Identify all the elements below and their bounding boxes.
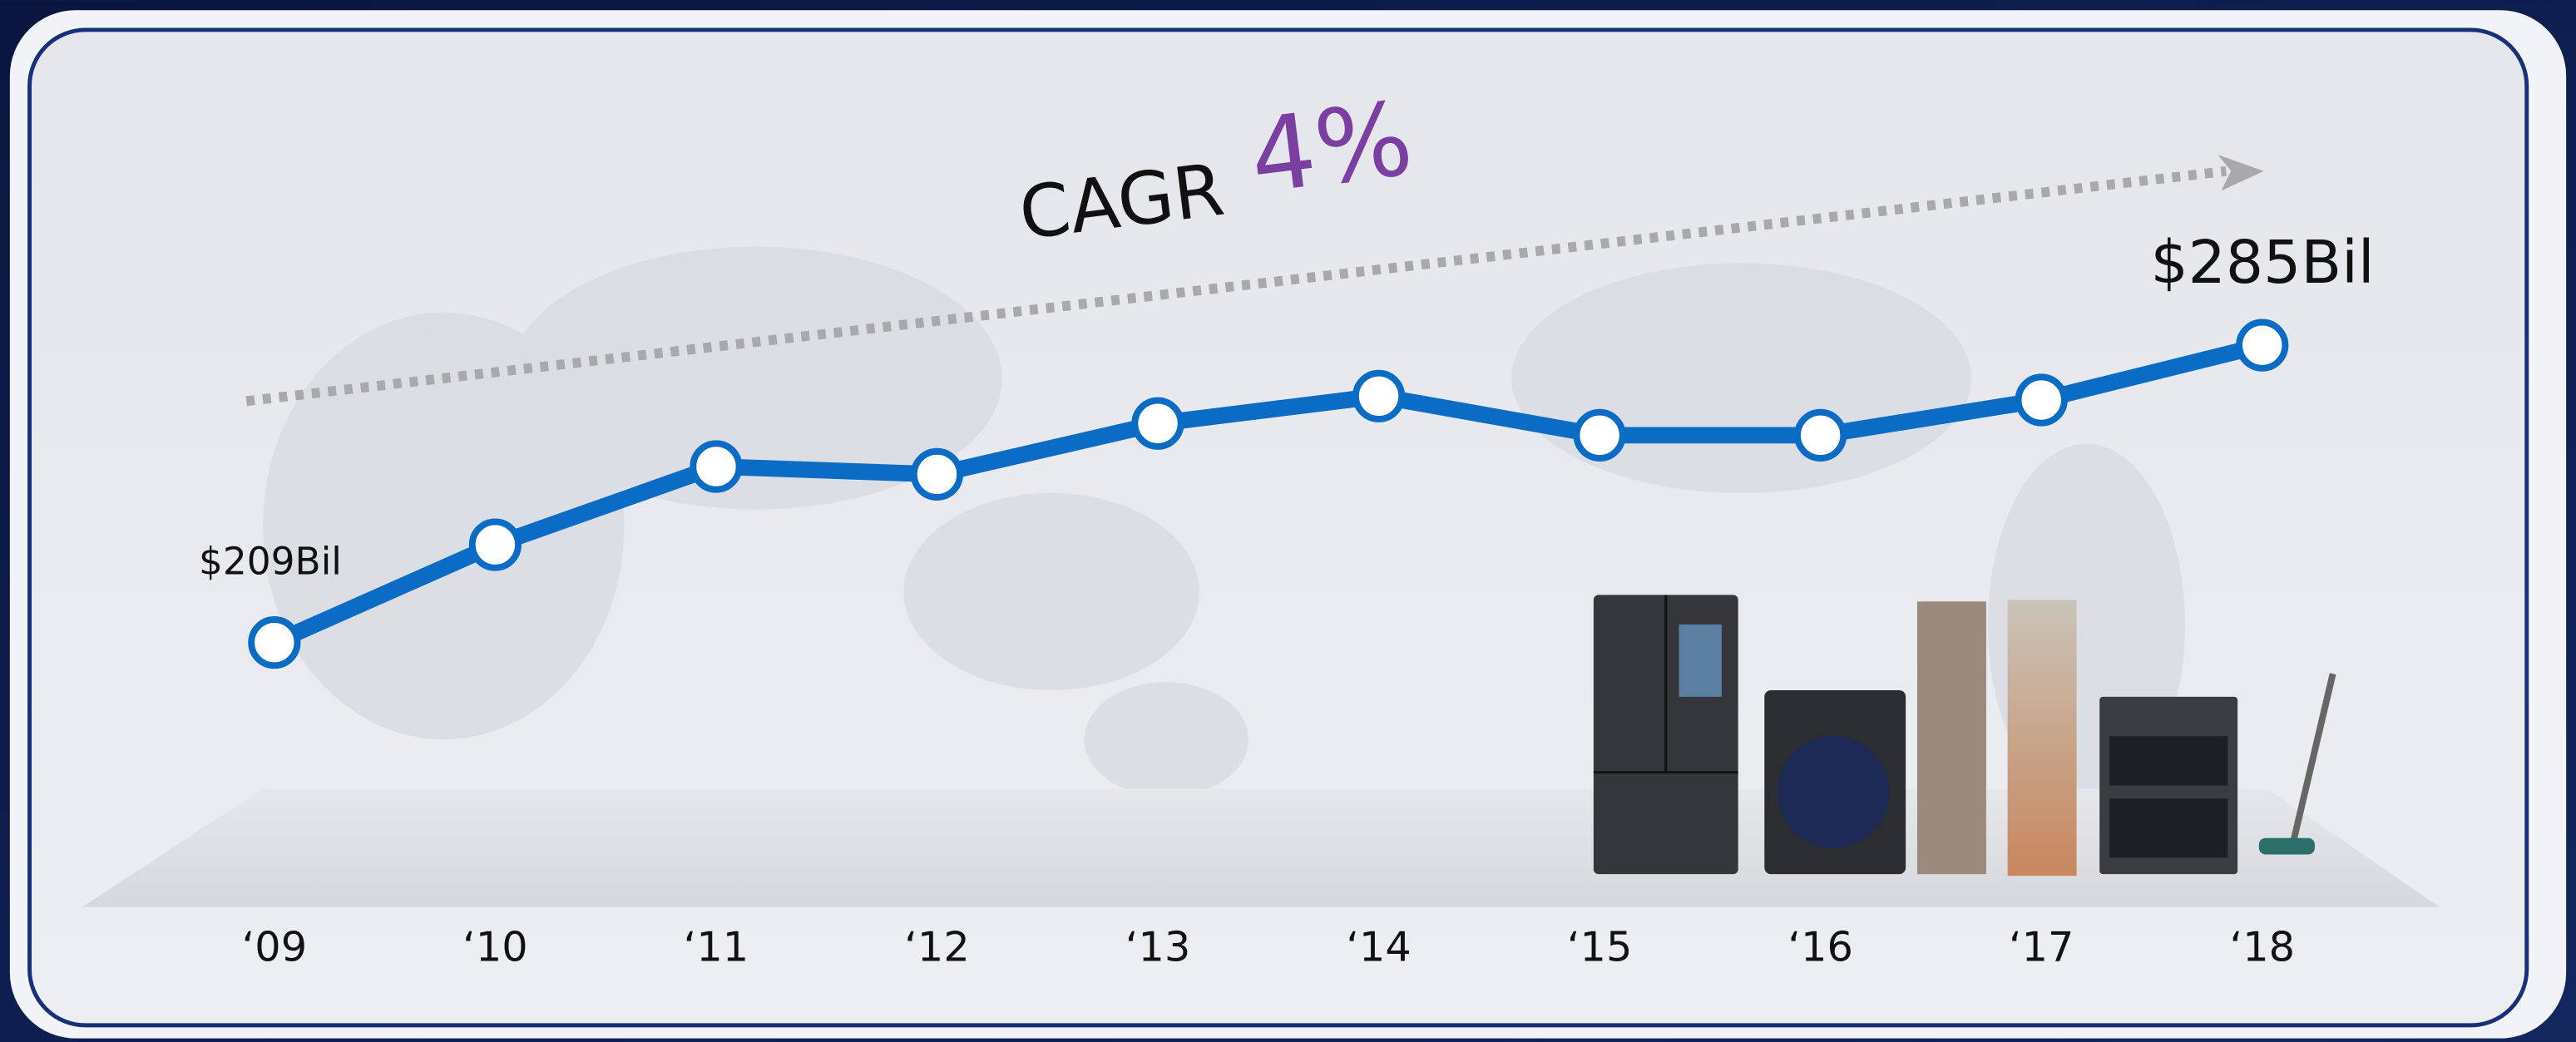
point	[472, 521, 518, 567]
x-tick-label: ‘10	[462, 923, 528, 971]
cagr-value: 4%	[1244, 79, 1418, 217]
x-tick-label: ‘17	[2009, 923, 2074, 971]
point	[2019, 377, 2064, 422]
floor	[82, 788, 2440, 906]
air-dresser	[2008, 600, 2077, 876]
point	[693, 443, 739, 489]
point	[1797, 412, 1843, 458]
point	[1135, 401, 1180, 447]
point	[251, 620, 297, 665]
x-tick-label: ‘13	[1125, 923, 1191, 971]
x-tick-label: ‘09	[242, 923, 307, 971]
x-tick-label: ‘11	[684, 923, 749, 971]
point	[1356, 373, 1402, 419]
purifier	[1917, 601, 1986, 874]
point	[2239, 323, 2285, 368]
point	[914, 452, 960, 497]
value-label: $209Bil	[199, 539, 342, 583]
x-tick-label: ‘18	[2230, 923, 2296, 971]
x-tick-label: ‘16	[1787, 923, 1853, 971]
value-label: $285Bil	[2150, 228, 2374, 297]
x-tick-label: ‘15	[1567, 923, 1633, 971]
x-tick-label: ‘12	[904, 923, 970, 971]
point	[1576, 412, 1622, 458]
chart: CAGR 4% ‘09‘10‘11‘12‘13‘14‘15‘16‘17‘18$2…	[0, 0, 2576, 1042]
x-tick-label: ‘14	[1346, 923, 1412, 971]
